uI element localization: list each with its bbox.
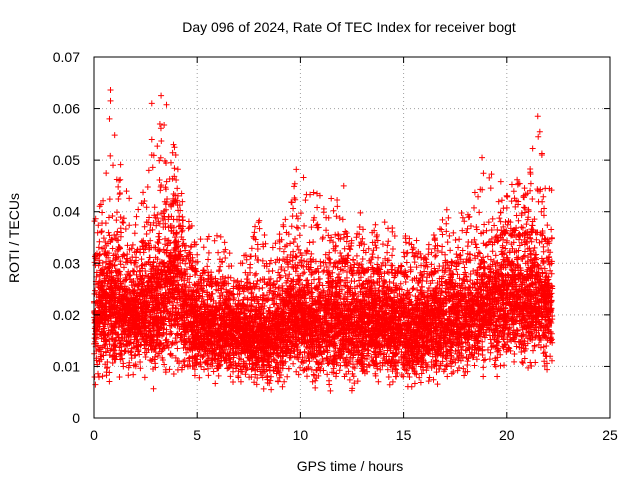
roti-chart: 051015202500.010.020.030.040.050.060.07 … — [0, 0, 640, 480]
chart-svg: 051015202500.010.020.030.040.050.060.07 … — [0, 0, 640, 480]
